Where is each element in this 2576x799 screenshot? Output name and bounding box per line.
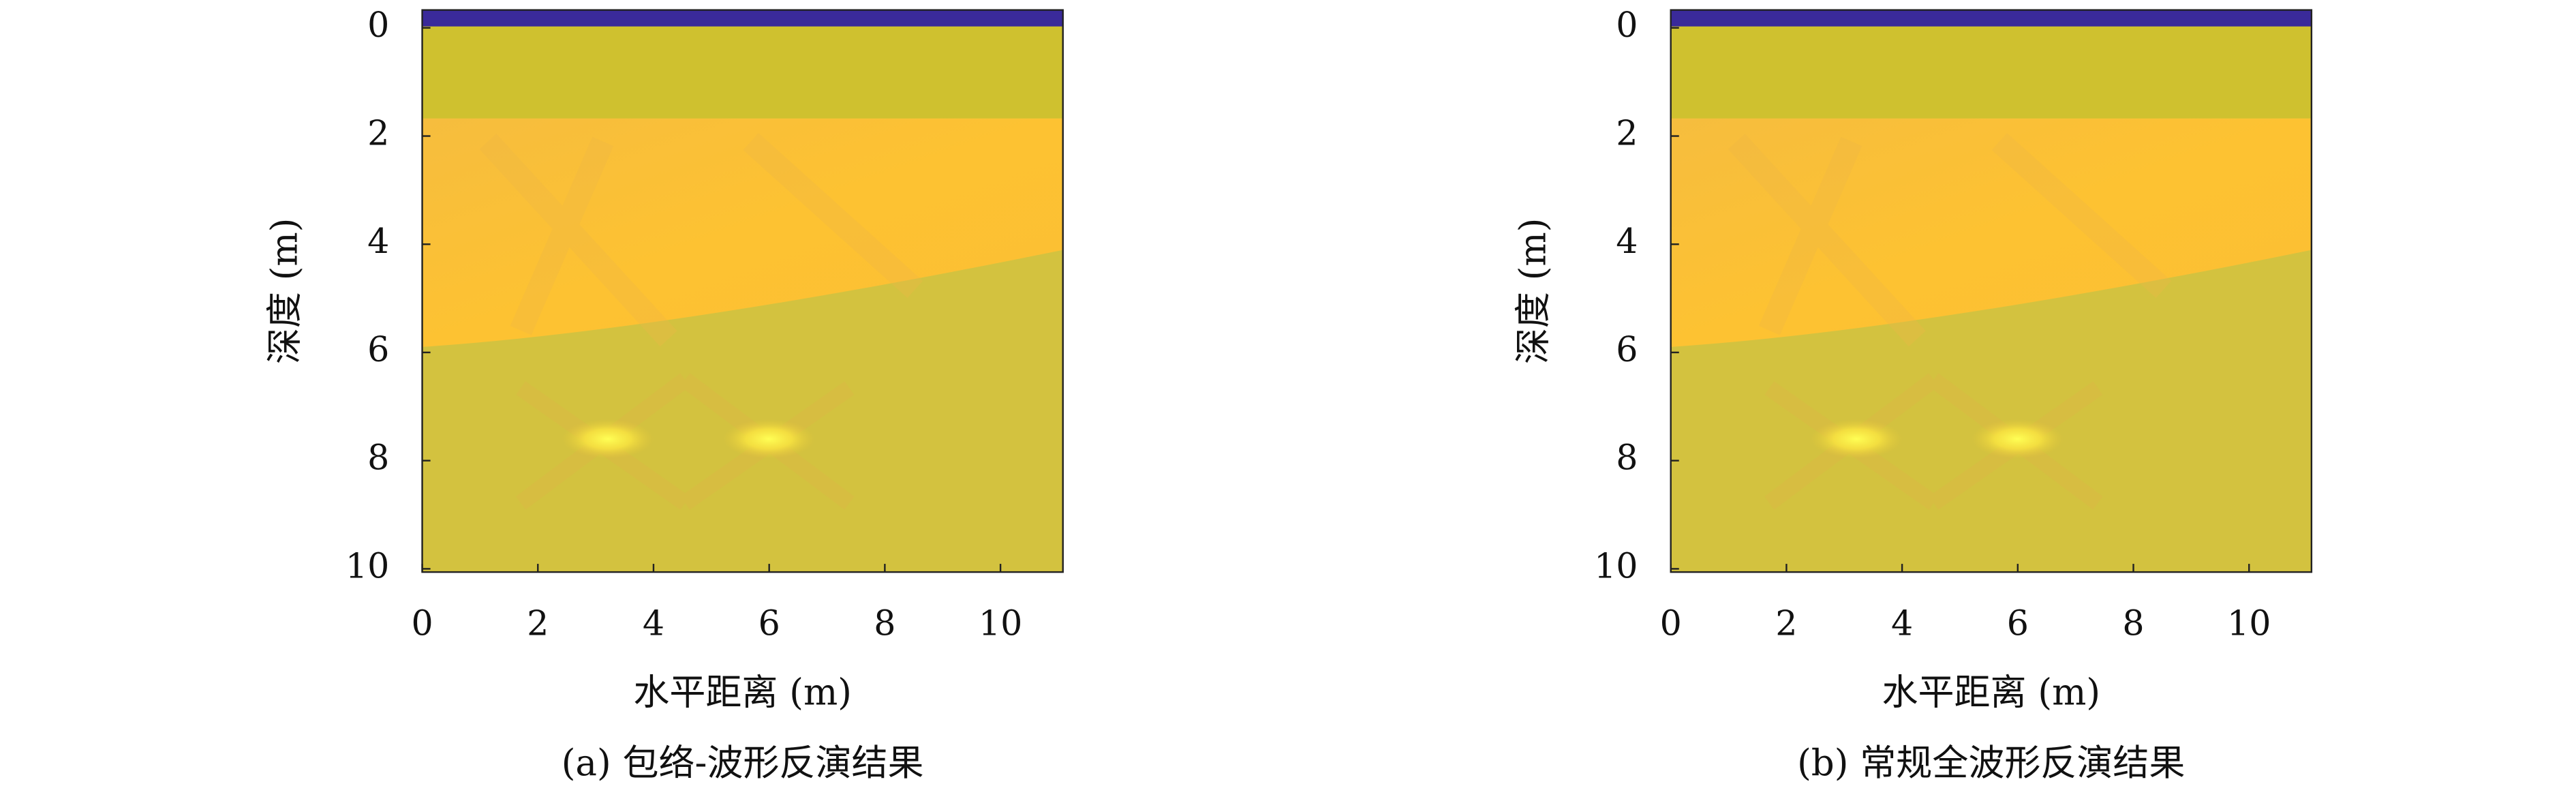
y-tick-label: 10 [1594,545,1638,586]
plot-frame [421,9,1064,573]
x-tick-label: 2 [527,603,549,644]
y-axis-label: 深度 (m) [263,218,305,365]
y-tick-label: 0 [367,5,389,45]
y-tick-label: 6 [367,329,389,370]
y-tick-label: 0 [1616,5,1638,45]
caption: (b) 常规全波形反演结果 [1797,742,2185,784]
y-tick-label: 8 [1616,438,1638,478]
x-tick-label: 2 [1775,603,1797,644]
y-tick-label: 2 [367,113,389,153]
y-tick-label: 2 [1616,113,1638,153]
x-axis-label: 水平距离 (m) [1882,671,2101,713]
x-tick-label: 4 [1891,603,1913,644]
y-tick-label: 4 [1616,221,1638,261]
x-tick-label: 4 [643,603,664,644]
x-tick-label: 10 [2227,603,2271,644]
x-tick-label: 10 [979,603,1022,644]
caption: (a) 包络-波形反演结果 [562,742,924,784]
panel: 0 2 4 6 8 10 0 2 4 6 8 10 水平距离 (m) 深度 (m) (b) 常规全波形反演结… [1512,5,2312,784]
panel: 0 2 4 6 8 10 0 2 4 6 8 10 水平距离 (m) 深度 (m) (a) 包络-波形反演结… [263,5,1062,784]
y-tick-label: 10 [346,545,389,586]
x-tick-label: 8 [2122,603,2144,644]
y-tick-label: 6 [1616,329,1638,370]
x-tick-label: 0 [411,603,433,644]
x-tick-label: 8 [874,603,895,644]
x-tick-label: 6 [758,603,780,644]
x-tick-label: 6 [2007,603,2029,644]
x-axis-label: 水平距离 (m) [633,671,852,713]
x-tick-label: 0 [1660,603,1682,644]
heatmap-image [423,10,1063,572]
y-tick-label: 8 [367,438,389,478]
heatmap-image [1671,10,2312,572]
plot-frame [1670,9,2313,573]
y-tick-label: 4 [367,221,389,261]
y-axis-label: 深度 (m) [1512,218,1554,365]
